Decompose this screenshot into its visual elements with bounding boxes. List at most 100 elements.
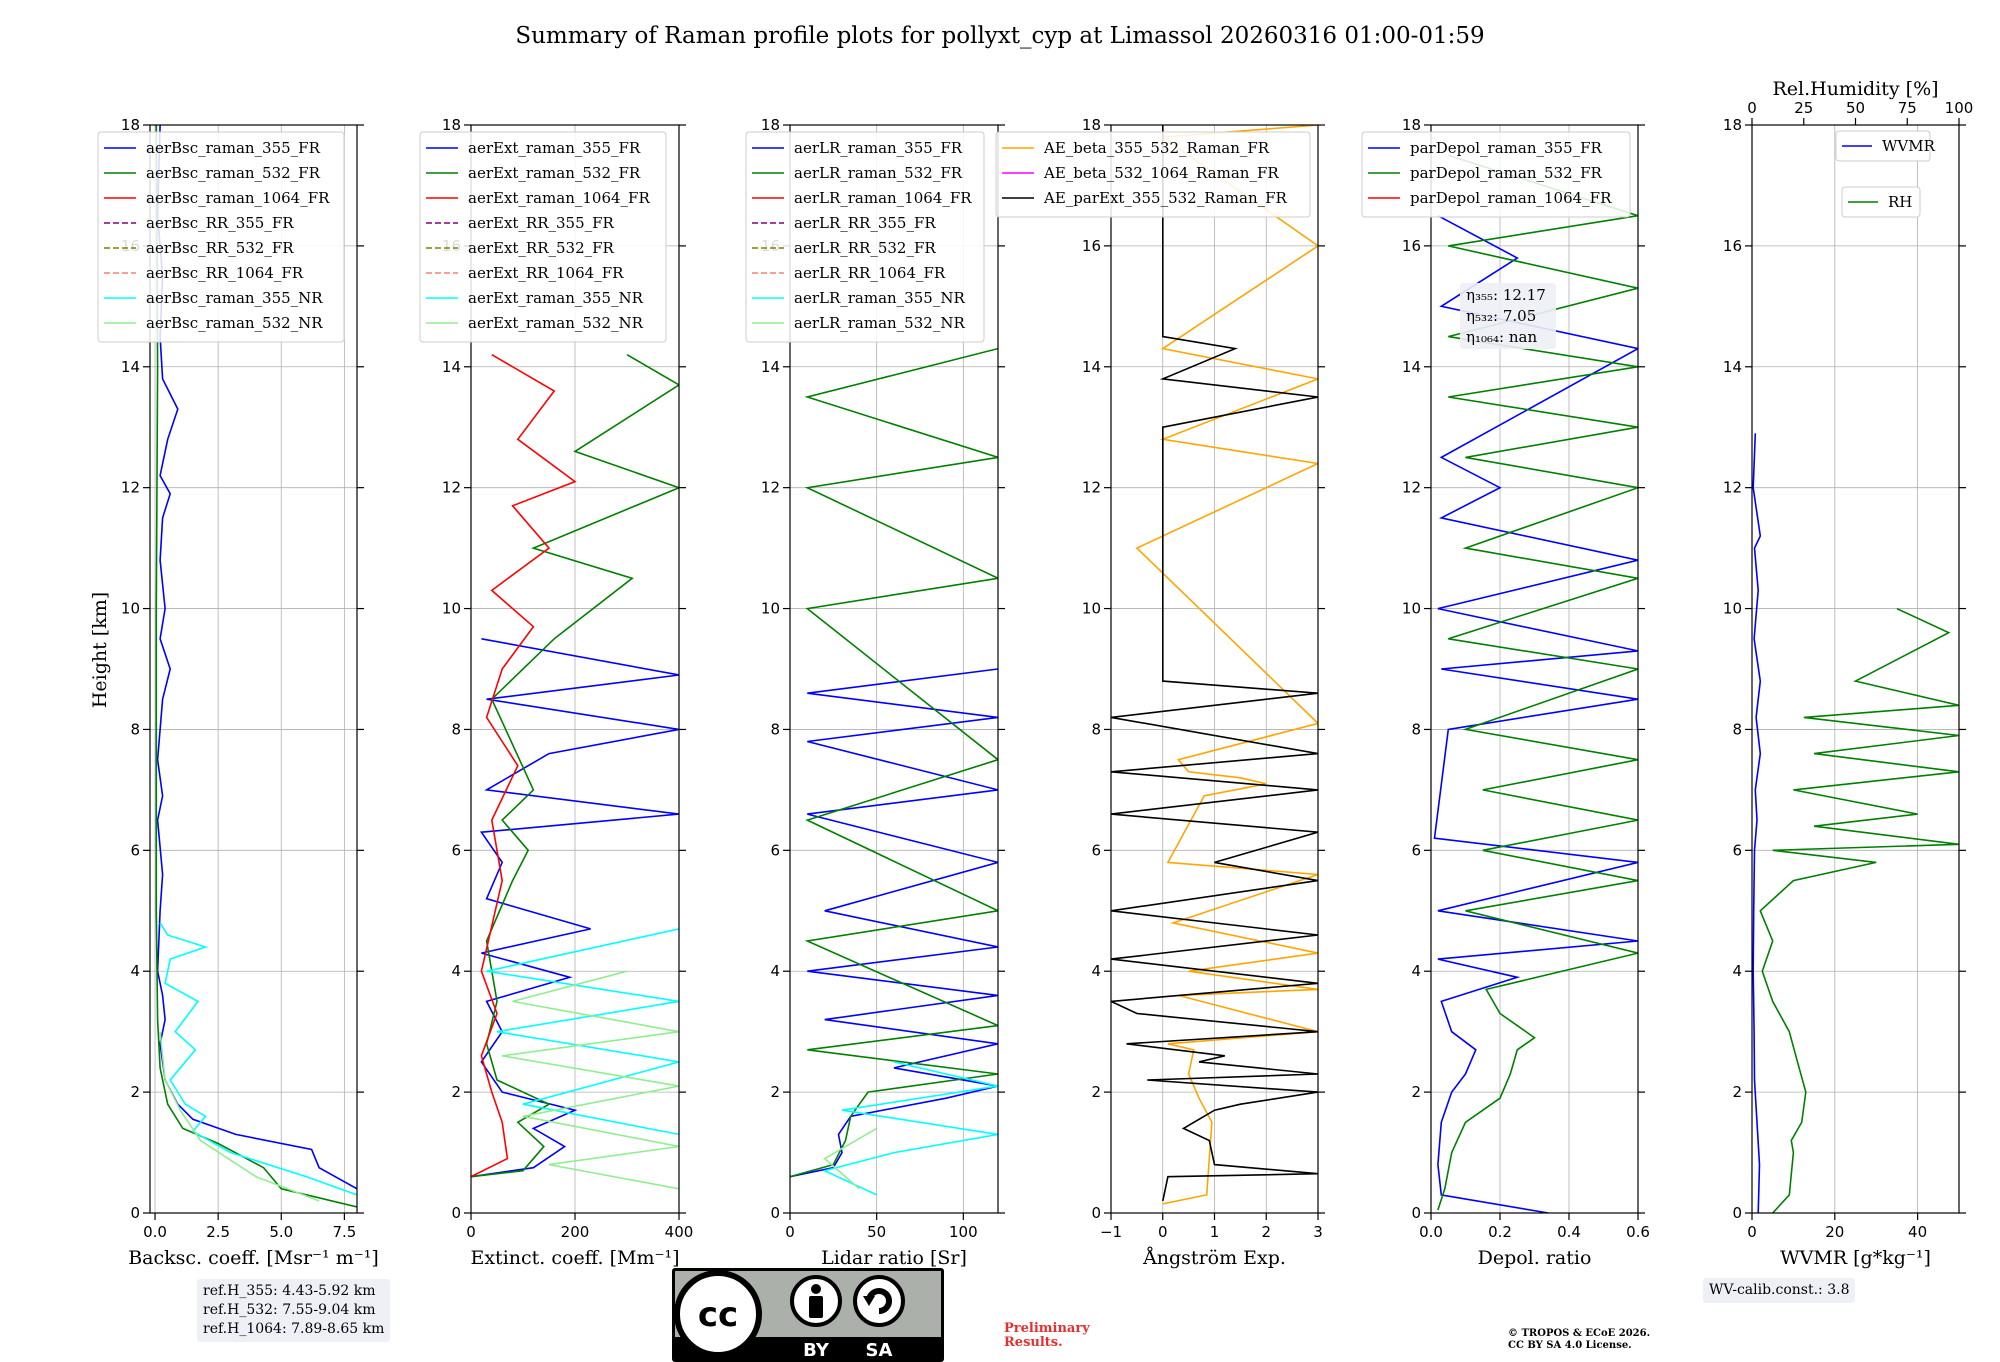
y-tick-label: 6 (1732, 841, 1742, 859)
legend-entry: parDepol_raman_1064_FR (1410, 189, 1612, 207)
y-tick-label: 18 (1402, 116, 1421, 134)
legend-entry: aerExt_RR_1064_FR (468, 264, 624, 282)
figure-title: Summary of Raman profile plots for polly… (515, 23, 1484, 49)
y-tick-label: 10 (1723, 600, 1742, 618)
cc-letters: cc (698, 1295, 738, 1335)
x-tick-label: 3 (1313, 1223, 1323, 1241)
series-aerLR_raman_355_FR (790, 668, 998, 1178)
cc-by-sa-license-badge: cc BY SA (672, 1268, 944, 1362)
x-axis-label: Extinct. coeff. [Mm⁻¹] (470, 1247, 679, 1269)
top-x-tick-label: 50 (1846, 99, 1865, 117)
attribution-head (811, 1284, 821, 1294)
y-tick-label: 14 (1723, 358, 1742, 376)
copyright-note: © TROPOS & ECoE 2026. CC BY SA 4.0 Licen… (1508, 1328, 1650, 1352)
y-tick-label: 16 (1082, 237, 1101, 255)
series-AE_beta_355_532_Raman_FR (1135, 125, 1318, 1205)
x-tick-label: 0 (1747, 1223, 1757, 1241)
y-tick-label: 0 (770, 1204, 780, 1222)
y-tick-label: 12 (442, 479, 461, 497)
annotation-line: η₃₅₅: 12.17 (1466, 286, 1546, 304)
legend-box (745, 131, 985, 343)
series-aerExt_raman_532_FR (471, 354, 679, 1178)
x-tick-label: 0.6 (1626, 1223, 1650, 1241)
series-aerExt_raman_355_NR (486, 928, 679, 1136)
y-tick-label: 14 (121, 358, 140, 376)
y-tick-label: 4 (130, 962, 140, 980)
x-tick-label: 50 (867, 1223, 886, 1241)
x-tick-label: 0.0 (143, 1223, 167, 1241)
x-tick-label: 200 (561, 1223, 590, 1241)
attribution-body (809, 1296, 823, 1318)
legend: aerBsc_raman_355_FR aerBsc_raman_532_FRae… (97, 131, 345, 343)
badge-sa-text: SA (866, 1340, 893, 1361)
x-tick-label: 5.0 (269, 1223, 293, 1241)
x-tick-label: 0 (1158, 1223, 1168, 1241)
y-tick-label: 6 (770, 841, 780, 859)
y-tick-label: 0 (1411, 1204, 1421, 1222)
x-tick-label: 0.4 (1557, 1223, 1581, 1241)
y-tick-label: 2 (1411, 1083, 1421, 1101)
legend-entry: WVMR (1882, 137, 1936, 155)
ref-height-355: ref.H_355: 4.43-5.92 km (203, 1283, 376, 1299)
y-tick-label: 8 (130, 720, 140, 738)
series-aerExt_raman_532_NR (502, 970, 679, 1190)
legend-entry: aerExt_raman_532_NR (468, 314, 644, 332)
y-tick-label: 12 (121, 479, 140, 497)
y-tick-label: 16 (1723, 237, 1742, 255)
y-tick-label: 0 (1732, 1204, 1742, 1222)
x-tick-label: 2 (1261, 1223, 1271, 1241)
panel-depol: 0 2 4 6 8 10 12 14 16 18 0.0 0.2 0.4 0.6 Depol. ratio p… (1361, 116, 1650, 1269)
legend-box (1835, 130, 1931, 162)
axes-frame (149, 124, 358, 1214)
legend-entry: aerBsc_raman_532_NR (146, 314, 323, 332)
legend-entry: aerExt_RR_532_FR (468, 239, 615, 257)
legend-entry: aerExt_RR_355_FR (468, 214, 615, 232)
top-x-axis-label: Rel.Humidity [%] (1772, 78, 1938, 100)
legend: aerLR_raman_355_FR aerLR_raman_532_FR aerL… (745, 131, 985, 343)
legend-entry: aerExt_raman_1064_FR (468, 189, 650, 207)
y-tick-label: 4 (1732, 962, 1742, 980)
series-aerBsc_raman_532_NR (159, 1031, 320, 1202)
legend-entry: aerLR_raman_532_FR (794, 164, 963, 182)
share-alike-icon (853, 1275, 905, 1327)
legend-entry: aerBsc_raman_355_FR (146, 139, 321, 157)
top-x-tick-label: 100 (1945, 99, 1974, 117)
annotation-box (1460, 283, 1556, 349)
series-AE_parExt_355_532_Raman_FR (1111, 125, 1318, 1202)
y-tick-label: 18 (121, 116, 140, 134)
y-tick-label: 8 (1411, 720, 1421, 738)
x-tick-label: 0.0 (1419, 1223, 1443, 1241)
cc-logo-icon (674, 1270, 762, 1358)
legend-entry: aerLR_raman_532_NR (794, 314, 965, 332)
series-RH (1759, 607, 1959, 1213)
top-x-tick-label: 0 (1747, 99, 1757, 117)
y-tick-label: 10 (1402, 600, 1421, 618)
x-axis-label: Lidar ratio [Sr] (821, 1247, 967, 1269)
top-x-tick-label: 25 (1794, 99, 1813, 117)
legend-box (1841, 186, 1921, 218)
x-tick-label: 20 (1825, 1223, 1844, 1241)
legend: parDepol_raman_355_FR parDepol_raman_532_… (1361, 131, 1631, 218)
y-tick-label: 10 (121, 600, 140, 618)
x-tick-label: 0 (466, 1223, 476, 1241)
y-tick-label: 4 (1411, 962, 1421, 980)
series-WVMR (1752, 433, 1762, 1213)
y-tick-label: 14 (442, 358, 461, 376)
annotation-line: η₅₃₂: 7.05 (1466, 307, 1536, 325)
series-aerLR_raman_532_NR (823, 1127, 878, 1190)
x-axis-label: Depol. ratio (1478, 1247, 1592, 1269)
ref-height-1064: ref.H_1064: 7.89-8.65 km (203, 1321, 385, 1337)
axes-frame (789, 124, 999, 1214)
x-tick-label: 2.5 (206, 1223, 230, 1241)
series-parDepol_raman_532_FR (1437, 154, 1638, 1211)
legend-box (1361, 131, 1631, 218)
legend-entry: aerBsc_RR_532_FR (146, 239, 294, 257)
x-tick-label: 7.5 (332, 1223, 356, 1241)
legend-entry: aerLR_RR_355_FR (794, 214, 936, 232)
y-tick-label: 2 (451, 1083, 461, 1101)
y-tick-label: 4 (1091, 962, 1101, 980)
legend-entry: AE_beta_355_532_Raman_FR (1043, 139, 1270, 157)
legend-entry: aerBsc_raman_532_FR (146, 164, 321, 182)
